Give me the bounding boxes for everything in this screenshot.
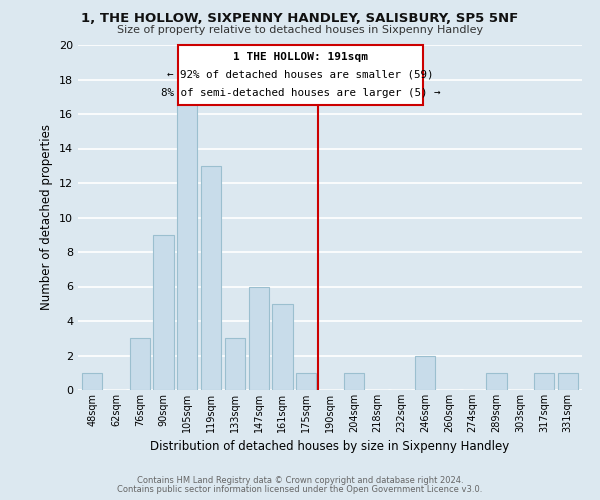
Bar	[130, 338, 150, 390]
Bar	[82, 373, 103, 390]
Bar	[201, 166, 221, 390]
Text: Size of property relative to detached houses in Sixpenny Handley: Size of property relative to detached ho…	[117, 25, 483, 35]
Text: Contains HM Land Registry data © Crown copyright and database right 2024.: Contains HM Land Registry data © Crown c…	[137, 476, 463, 485]
Bar	[296, 373, 316, 390]
Text: Contains public sector information licensed under the Open Government Licence v3: Contains public sector information licen…	[118, 485, 482, 494]
FancyBboxPatch shape	[178, 45, 423, 106]
Bar	[415, 356, 435, 390]
Bar	[557, 373, 578, 390]
Bar	[225, 338, 245, 390]
Text: ← 92% of detached houses are smaller (59): ← 92% of detached houses are smaller (59…	[167, 69, 434, 79]
Y-axis label: Number of detached properties: Number of detached properties	[40, 124, 53, 310]
Text: 8% of semi-detached houses are larger (5) →: 8% of semi-detached houses are larger (5…	[161, 88, 440, 98]
Bar	[248, 286, 269, 390]
Bar	[154, 235, 173, 390]
Bar	[272, 304, 293, 390]
Bar	[344, 373, 364, 390]
Bar	[534, 373, 554, 390]
X-axis label: Distribution of detached houses by size in Sixpenny Handley: Distribution of detached houses by size …	[151, 440, 509, 454]
Bar	[487, 373, 506, 390]
Bar	[177, 97, 197, 390]
Text: 1, THE HOLLOW, SIXPENNY HANDLEY, SALISBURY, SP5 5NF: 1, THE HOLLOW, SIXPENNY HANDLEY, SALISBU…	[82, 12, 518, 26]
Text: 1 THE HOLLOW: 191sqm: 1 THE HOLLOW: 191sqm	[233, 52, 368, 62]
